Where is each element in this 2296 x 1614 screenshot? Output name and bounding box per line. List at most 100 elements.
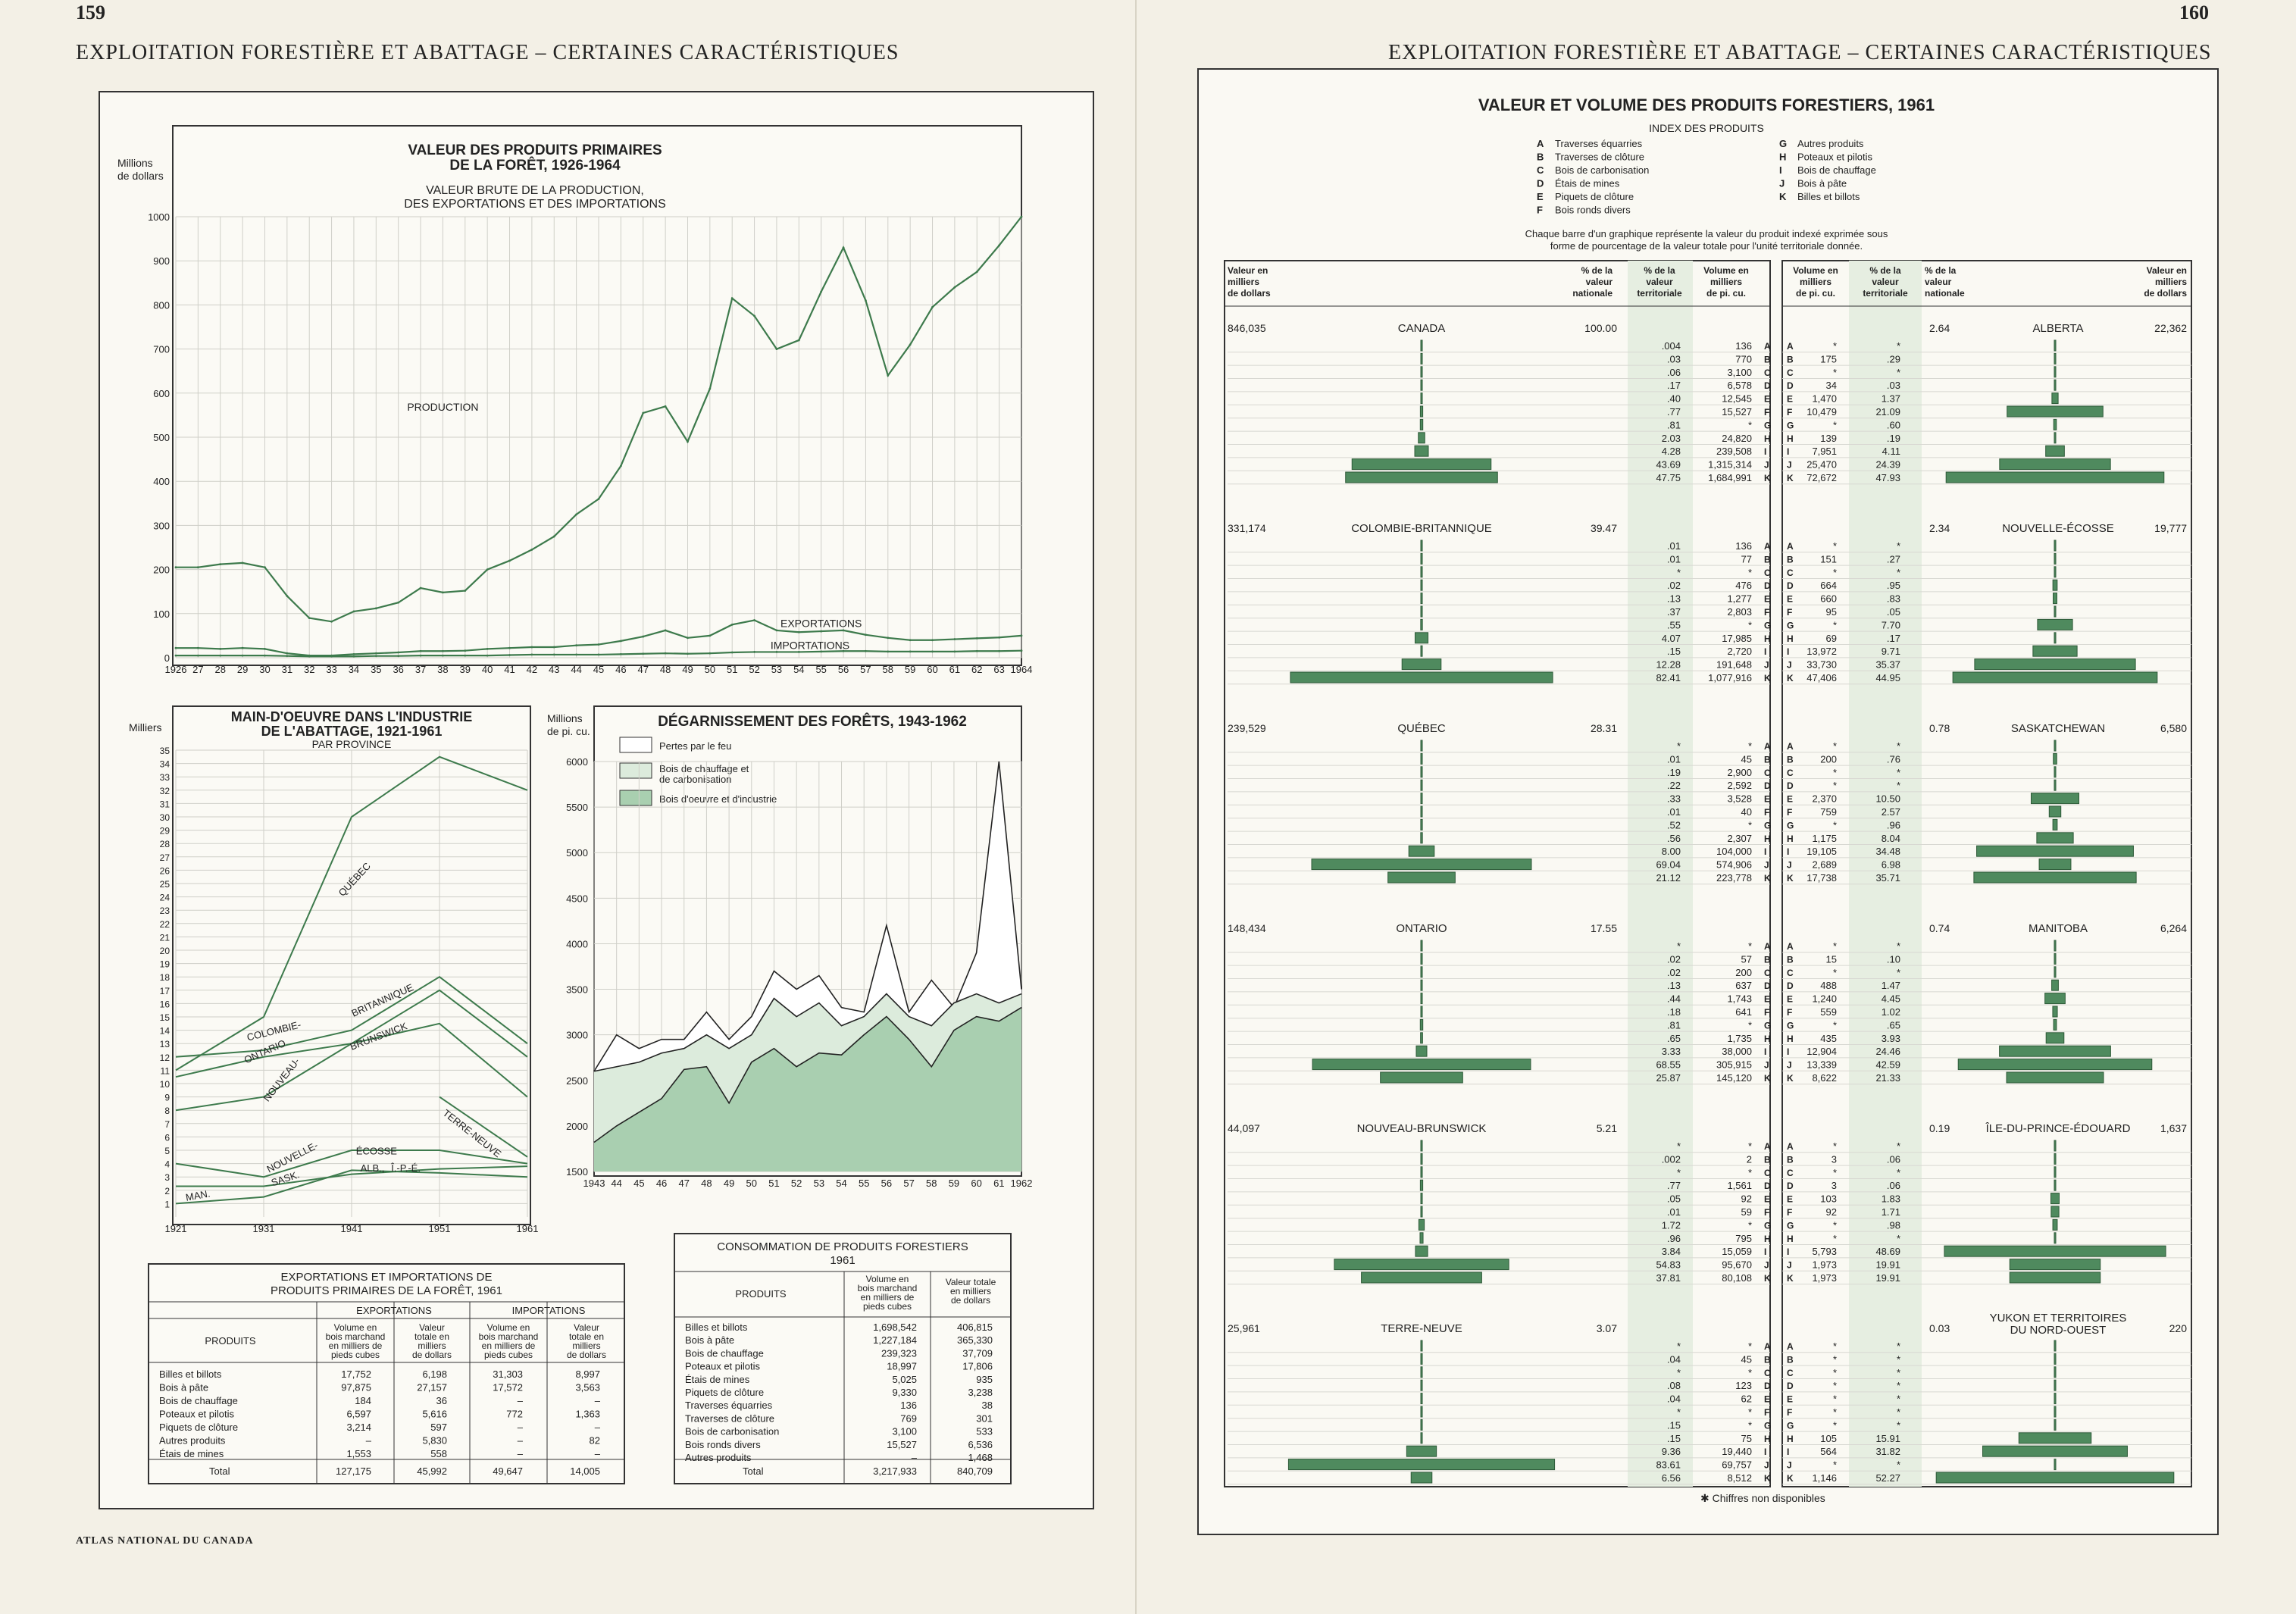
pct-territorial: * [1677, 740, 1681, 752]
row-letter: D [1787, 380, 1794, 391]
chart1-data-point [374, 655, 377, 658]
chart1-data-point [196, 646, 199, 649]
table-frame [148, 1263, 625, 1484]
chart2-ytick-label: 24 [160, 893, 170, 903]
volume: 15 [1826, 953, 1837, 965]
chart1-xtick-label: 29 [237, 664, 248, 675]
product-bar [1974, 658, 2136, 671]
chart1-ytick-label: 700 [153, 344, 170, 355]
table-cell: – [595, 1422, 601, 1433]
chart1-ylabel-2: de dollars [117, 170, 164, 182]
chart1-xtick-label: 61 [949, 664, 960, 675]
chart1-series-label: EXPORTATIONS [780, 617, 862, 629]
chart1-series-label: IMPORTATIONS [771, 639, 849, 651]
table-cell: 406,815 [957, 1322, 993, 1333]
pct-territorial: .19 [1667, 767, 1681, 778]
product-bar [1420, 1006, 1423, 1018]
volume: * [1833, 367, 1837, 378]
chart1-data-point [709, 652, 712, 655]
chart1-xtick-label: 27 [192, 664, 203, 675]
product-bar [1351, 458, 1492, 471]
row-letter: F [1764, 1207, 1769, 1218]
row-letter: D [1787, 1381, 1794, 1391]
pct-territorial: 1.47 [1882, 980, 1900, 991]
table-cell: Autres produits [159, 1435, 226, 1447]
pct-territorial: .77 [1667, 1180, 1681, 1191]
chart3-ytick-label: 4500 [566, 893, 588, 904]
left-page-graphics: VALEUR DES PRODUITS PRIMAIRES DE LA FORÊ… [117, 125, 1032, 1484]
chart1-series-label: PRODUCTION [407, 401, 478, 413]
volume: 2,803 [1727, 606, 1752, 618]
chart1-data-point [887, 637, 890, 640]
volume: * [1833, 780, 1837, 791]
chart2-ytick-label: 34 [160, 759, 170, 770]
chart1-data-point [909, 639, 912, 642]
pct-territorial: .29 [1887, 353, 1900, 364]
product-bar [2052, 818, 2058, 830]
row-letter: C [1787, 568, 1794, 578]
chart1-data-point [820, 630, 823, 633]
chart2-ytick-label: 14 [160, 1026, 170, 1037]
pct-territorial: .81 [1667, 1019, 1681, 1031]
row-letter: J [1764, 1060, 1769, 1071]
volume: * [1833, 419, 1837, 430]
row-letter: A [1787, 1341, 1794, 1352]
chart1-data-point [865, 299, 867, 302]
table-col-header: bois marchand [858, 1283, 918, 1293]
table-col-header: de dollars [567, 1350, 606, 1360]
pct-territorial: 37.81 [1656, 1272, 1681, 1284]
volume: 92 [1741, 1193, 1752, 1205]
column-header: % de la [1869, 265, 1901, 276]
chart2-ylabel: Milliers [129, 721, 162, 733]
pct-territorial: 15.91 [1875, 1433, 1900, 1444]
chart1-data-point [419, 586, 422, 590]
row-letter: H [1787, 633, 1794, 644]
chart1-xtick-label: 57 [860, 664, 871, 675]
product-bar [2054, 1232, 2057, 1244]
chart1-data-point [1020, 215, 1023, 218]
row-letter: G [1787, 820, 1794, 830]
table-col-header: de dollars [412, 1350, 452, 1360]
chart1-data-point [486, 647, 489, 650]
chart1-ytick-label: 100 [153, 608, 170, 620]
volume: 15,059 [1722, 1246, 1752, 1257]
row-letter: J [1787, 1260, 1792, 1271]
product-bar [1420, 1353, 1423, 1365]
product-bar [1420, 352, 1423, 364]
table-cell: Bois à pâte [159, 1382, 208, 1393]
chart2-ytick-label: 17 [160, 986, 170, 996]
volume: * [1833, 1353, 1837, 1365]
chart2-ytick-label: 2 [164, 1186, 170, 1196]
column-header: nationale [1572, 288, 1613, 299]
pct-territorial: 8.00 [1662, 846, 1681, 857]
chart2-ytick-label: 11 [161, 1065, 170, 1076]
column-header: % de la [1925, 265, 1957, 276]
chart3-ytick-label: 2000 [566, 1121, 588, 1132]
volume: 38,000 [1722, 1046, 1752, 1057]
chart1-ytick-label: 400 [153, 476, 170, 487]
chart1-data-point [486, 654, 489, 657]
chart1-data-point [931, 650, 934, 653]
volume: 2,370 [1812, 793, 1837, 805]
pct-territorial: 48.69 [1875, 1246, 1900, 1257]
volume: 40 [1741, 806, 1752, 818]
chart2-ytick-label: 22 [160, 919, 170, 930]
pct-territorial: * [1897, 1353, 1900, 1365]
chart1-data-point [464, 590, 467, 592]
product-bar [2007, 405, 2104, 418]
chart1-data-point [753, 651, 755, 653]
chart1-data-point [1020, 634, 1023, 637]
table-cell: 6,597 [346, 1409, 371, 1420]
row-letter: J [1787, 460, 1792, 471]
unit-value: 220 [2169, 1322, 2188, 1334]
product-bar [1976, 845, 2134, 857]
row-letter: B [1764, 1154, 1771, 1165]
volume: 69 [1826, 633, 1837, 644]
row-letter: E [1764, 794, 1770, 805]
volume: 3,528 [1727, 793, 1752, 805]
row-letter: K [1764, 1273, 1771, 1284]
volume: * [1748, 567, 1752, 578]
pct-territorial: .05 [1887, 606, 1900, 618]
pct-territorial: .65 [1887, 1019, 1900, 1031]
pct-territorial: * [1897, 1393, 1900, 1405]
